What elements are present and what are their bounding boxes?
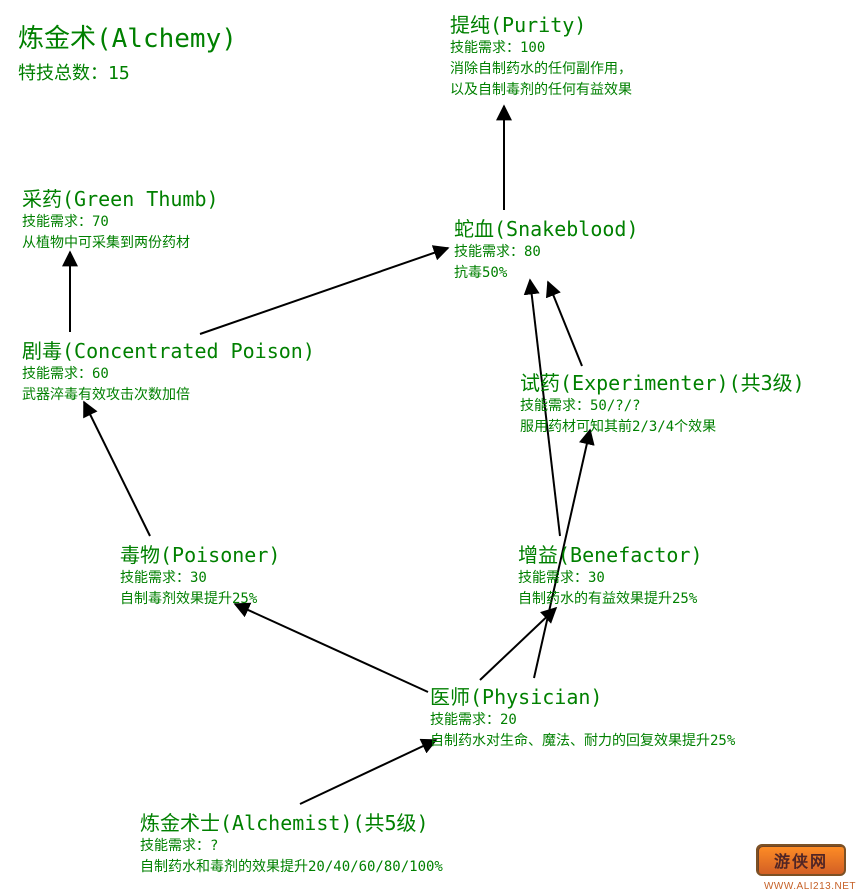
watermark-logo: 游侠网	[756, 844, 846, 876]
node-benefactor: 增益(Benefactor) 技能需求：30 自制药水的有益效果提升25%	[518, 542, 703, 610]
node-desc: 自制药水的有益效果提升25%	[518, 589, 703, 610]
node-title: 剧毒(Concentrated Poison)	[22, 338, 315, 364]
node-title: 采药(Green Thumb)	[22, 186, 219, 212]
node-desc: 从植物中可采集到两份药材	[22, 233, 219, 254]
tree-header: 炼金术(Alchemy) 特技总数：15	[18, 18, 237, 85]
node-desc: 抗毒50%	[454, 263, 639, 284]
node-title: 试药(Experimenter)(共3级)	[520, 370, 805, 396]
node-title: 蛇血(Snakeblood)	[454, 216, 639, 242]
node-poisoner: 毒物(Poisoner) 技能需求：30 自制毒剂效果提升25%	[120, 542, 280, 610]
node-desc: 自制毒剂效果提升25%	[120, 589, 280, 610]
node-greenthumb: 采药(Green Thumb) 技能需求：70 从植物中可采集到两份药材	[22, 186, 219, 254]
node-physician: 医师(Physician) 技能需求：20 自制药水对生命、魔法、耐力的回复效果…	[430, 684, 735, 752]
node-purity: 提纯(Purity) 技能需求：100 消除自制药水的任何副作用， 以及自制毒剂…	[450, 12, 632, 101]
node-req: 技能需求：20	[430, 710, 735, 731]
node-req: 技能需求：30	[518, 568, 703, 589]
node-req: 技能需求：60	[22, 364, 315, 385]
node-desc: 自制药水对生命、魔法、耐力的回复效果提升25%	[430, 731, 735, 752]
node-desc: 消除自制药水的任何副作用，	[450, 59, 632, 80]
node-desc: 自制药水和毒剂的效果提升20/40/60/80/100%	[140, 857, 443, 878]
node-req: 技能需求：?	[140, 836, 443, 857]
node-title: 医师(Physician)	[430, 684, 735, 710]
arrow-concentrated-to-snakeblood	[200, 248, 448, 334]
arrow-experimenter-to-snakeblood	[548, 282, 582, 366]
watermark: 游侠网 WWW.ALI213.NET	[746, 842, 856, 892]
watermark-url: WWW.ALI213.NET	[764, 881, 856, 892]
node-experimenter: 试药(Experimenter)(共3级) 技能需求：50/?/? 服用药材可知…	[520, 370, 805, 438]
node-title: 增益(Benefactor)	[518, 542, 703, 568]
node-alchemist: 炼金术士(Alchemist)(共5级) 技能需求：? 自制药水和毒剂的效果提升…	[140, 810, 443, 878]
node-req: 技能需求：80	[454, 242, 639, 263]
arrow-alchemist-to-physician	[300, 740, 436, 804]
arrow-poisoner-to-concentrated	[84, 402, 150, 536]
arrow-physician-to-benefactor	[480, 608, 556, 680]
tree-subtitle: 特技总数：15	[18, 59, 237, 85]
arrows-layer	[0, 0, 860, 896]
node-snakeblood: 蛇血(Snakeblood) 技能需求：80 抗毒50%	[454, 216, 639, 284]
node-desc: 以及自制毒剂的任何有益效果	[450, 80, 632, 101]
node-title: 炼金术士(Alchemist)(共5级)	[140, 810, 443, 836]
node-req: 技能需求：70	[22, 212, 219, 233]
arrow-physician-to-poisoner	[235, 604, 428, 692]
node-concentrated: 剧毒(Concentrated Poison) 技能需求：60 武器淬毒有效攻击…	[22, 338, 315, 406]
node-req: 技能需求：30	[120, 568, 280, 589]
node-req: 技能需求：100	[450, 38, 632, 59]
node-title: 提纯(Purity)	[450, 12, 632, 38]
node-desc: 服用药材可知其前2/3/4个效果	[520, 417, 805, 438]
node-desc: 武器淬毒有效攻击次数加倍	[22, 385, 315, 406]
node-req: 技能需求：50/?/?	[520, 396, 805, 417]
tree-title: 炼金术(Alchemy)	[18, 18, 237, 55]
node-title: 毒物(Poisoner)	[120, 542, 280, 568]
